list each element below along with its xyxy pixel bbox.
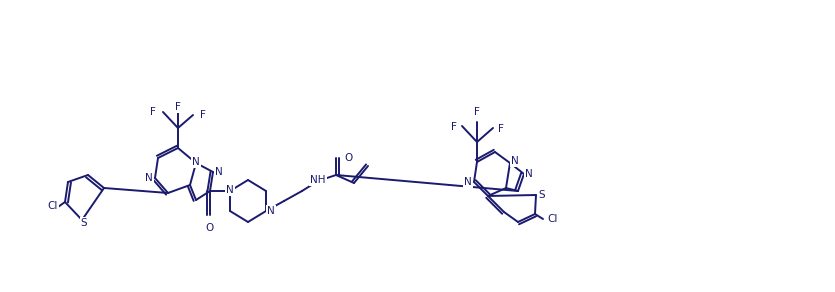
Text: O: O <box>206 223 214 233</box>
Text: N: N <box>511 156 519 166</box>
Text: N: N <box>192 157 200 167</box>
Text: NH: NH <box>311 175 326 185</box>
Text: F: F <box>451 122 457 132</box>
Text: N: N <box>525 169 533 179</box>
Text: N: N <box>267 206 275 216</box>
Text: Cl: Cl <box>48 201 58 211</box>
Text: O: O <box>344 153 352 163</box>
Text: S: S <box>538 190 544 200</box>
Text: N: N <box>145 173 153 183</box>
Text: F: F <box>175 102 181 112</box>
Text: F: F <box>200 110 206 120</box>
Text: N: N <box>226 185 234 195</box>
Text: S: S <box>81 218 88 228</box>
Text: F: F <box>474 107 480 117</box>
Text: F: F <box>498 124 504 134</box>
Text: F: F <box>150 107 156 117</box>
Text: N: N <box>464 177 472 187</box>
Text: N: N <box>215 167 223 177</box>
Text: Cl: Cl <box>547 214 558 224</box>
